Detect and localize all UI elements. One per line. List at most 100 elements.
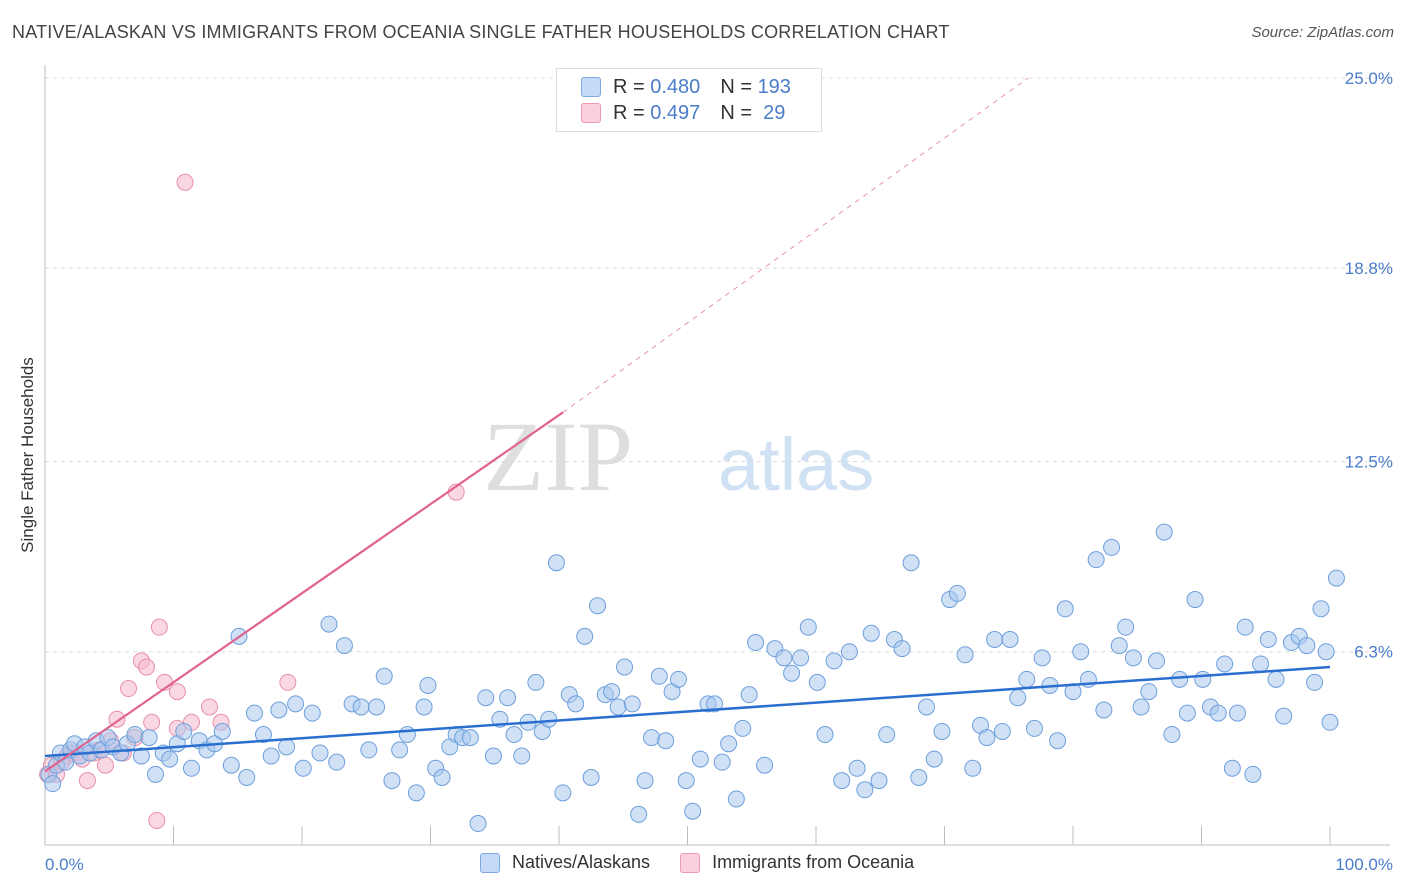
oceania-point <box>279 673 297 691</box>
natives-point <box>1056 600 1074 618</box>
natives-point <box>254 726 272 744</box>
x-tick-label-min: 0.0% <box>45 855 84 874</box>
natives-trend-line <box>44 665 1331 758</box>
natives-point <box>783 664 801 682</box>
natives-point <box>1001 630 1019 648</box>
natives-point <box>320 615 338 633</box>
oceania-point <box>96 756 114 774</box>
natives-legend-swatch <box>480 852 500 873</box>
y-tick-label: 6.3% <box>1354 643 1393 662</box>
natives-point <box>616 658 634 676</box>
natives-point <box>677 772 695 790</box>
natives-point <box>657 732 675 750</box>
natives-point <box>360 741 378 759</box>
natives-point <box>862 624 880 642</box>
natives-point <box>576 627 594 645</box>
natives-point <box>691 750 709 768</box>
n-label: N = <box>720 75 752 98</box>
natives-point <box>1178 704 1196 722</box>
r-value: 0.480 <box>650 75 701 98</box>
oceania-point <box>78 772 96 790</box>
data-points <box>39 173 1345 833</box>
natives-point <box>161 750 179 768</box>
natives-point <box>1171 670 1189 688</box>
natives-point <box>964 759 982 777</box>
natives-point <box>792 649 810 667</box>
natives-point <box>833 772 851 790</box>
natives-point <box>948 584 966 602</box>
n-value: 29 <box>757 101 786 124</box>
chart-source: Source: ZipAtlas.com <box>1251 24 1394 41</box>
oceania-point <box>200 698 218 716</box>
natives-point <box>44 775 62 793</box>
natives-point <box>978 729 996 747</box>
legend-item-natives[interactable]: Natives/Alaskans <box>480 852 650 873</box>
x-tick-label-max: 100.0% <box>1335 855 1393 874</box>
natives-point <box>1306 673 1324 691</box>
oceania-swatch <box>581 103 601 123</box>
natives-point <box>840 643 858 661</box>
natives-point <box>1155 523 1173 541</box>
stats-row-oceania: R = 0.497 N = 29 <box>581 101 785 125</box>
natives-point <box>1252 655 1270 673</box>
natives-point <box>303 704 321 722</box>
natives-point <box>630 805 648 823</box>
natives-point <box>513 747 531 765</box>
natives-point <box>986 630 1004 648</box>
natives-point <box>419 676 437 694</box>
natives-point <box>902 554 920 572</box>
natives-point <box>705 695 723 713</box>
natives-point <box>1317 643 1335 661</box>
oceania-point <box>138 658 156 676</box>
natives-point <box>1223 759 1241 777</box>
natives-point <box>623 695 641 713</box>
trend-lines <box>44 77 1331 773</box>
r-label: R = <box>613 75 645 98</box>
natives-point <box>433 769 451 787</box>
natives-point <box>499 689 517 707</box>
tick-labels: 6.3% 12.5% 18.8% 25.0% 0.0% 100.0% <box>45 69 1393 874</box>
natives-point <box>808 673 826 691</box>
n-value: 193 <box>757 75 791 98</box>
natives-point <box>1312 600 1330 618</box>
natives-point <box>505 726 523 744</box>
oceania-legend-swatch <box>680 852 701 873</box>
natives-point <box>684 802 702 820</box>
watermark-zip: ZIP <box>483 401 633 512</box>
natives-point <box>1110 637 1128 655</box>
natives-point <box>1140 683 1158 701</box>
natives-point <box>1194 670 1212 688</box>
natives-point <box>856 781 874 799</box>
natives-point <box>270 701 288 719</box>
natives-point <box>262 747 280 765</box>
natives-point <box>848 759 866 777</box>
natives-point <box>554 784 572 802</box>
n-label: N = <box>720 101 752 124</box>
natives-point <box>182 759 200 777</box>
natives-point <box>1236 618 1254 636</box>
oceania-point <box>120 680 138 698</box>
watermark-atlas: atlas <box>718 423 874 506</box>
natives-point <box>650 667 668 685</box>
watermark: ZIP atlas <box>483 401 874 512</box>
natives-point <box>878 726 896 744</box>
legend-item-oceania[interactable]: Immigrants from Oceania <box>680 852 914 873</box>
natives-point <box>816 726 834 744</box>
natives-point <box>825 652 843 670</box>
oceania-point <box>168 683 186 701</box>
chart-title: NATIVE/ALASKAN VS IMMIGRANTS FROM OCEANI… <box>12 22 950 42</box>
natives-point <box>933 722 951 740</box>
natives-point <box>1267 670 1285 688</box>
natives-point <box>1124 649 1142 667</box>
legend-label-oceania: Immigrants from Oceania <box>712 852 915 872</box>
natives-point <box>799 618 817 636</box>
natives-point <box>756 756 774 774</box>
natives-point <box>1275 707 1293 725</box>
axes <box>44 65 1390 846</box>
y-tick-label: 12.5% <box>1345 453 1393 472</box>
natives-point <box>1087 551 1105 569</box>
natives-swatch <box>581 77 601 97</box>
natives-point <box>1009 689 1027 707</box>
natives-point <box>609 698 627 716</box>
natives-point <box>1072 643 1090 661</box>
